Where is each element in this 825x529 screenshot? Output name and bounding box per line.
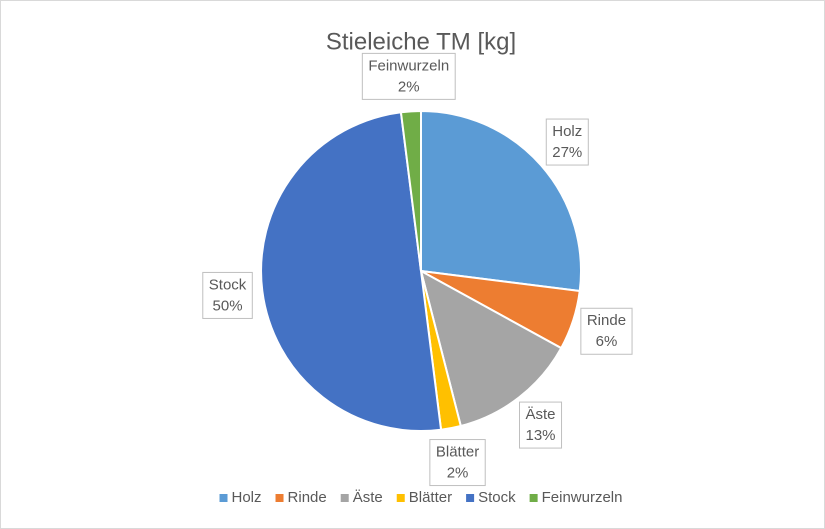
- label-category: Blätter: [436, 444, 479, 461]
- label-category: Stock: [209, 276, 247, 293]
- chart-title: Stieleiche TM [kg]: [326, 28, 516, 55]
- data-label: Holz 27%: [545, 118, 589, 166]
- legend-swatch: [219, 494, 228, 502]
- label-box: [545, 118, 589, 166]
- legend-label: Blätter: [409, 489, 452, 506]
- label-category: Rinde: [587, 312, 626, 329]
- label-value: 2%: [398, 78, 420, 95]
- legend: Holz Rinde Äste Blätter Stock Feinwurzeln: [219, 489, 623, 506]
- data-label: Blätter 2%: [429, 439, 486, 487]
- data-label: Äste 13%: [519, 401, 563, 449]
- legend-swatch: [340, 494, 349, 502]
- data-labels: Holz 27% Rinde 6% Äste 13% Blätter 2% Stock 50% Fe…: [202, 52, 633, 487]
- label-box: [429, 439, 486, 487]
- pie-slice: [260, 111, 443, 432]
- legend-label: Äste: [353, 489, 383, 506]
- label-value: 6%: [596, 333, 618, 350]
- label-box: [519, 401, 563, 449]
- label-value: 13%: [526, 427, 556, 444]
- pie-slice: [419, 269, 563, 428]
- label-value: 50%: [213, 297, 243, 314]
- legend-label: Feinwurzeln: [542, 489, 623, 506]
- data-label: Stock 50%: [202, 271, 253, 319]
- label-value: 2%: [447, 465, 469, 482]
- label-value: 27%: [552, 144, 582, 161]
- legend-label: Holz: [232, 489, 262, 506]
- label-box: [202, 271, 253, 319]
- label-box: [361, 52, 456, 100]
- data-label: Feinwurzeln 2%: [361, 52, 456, 100]
- label-category: Holz: [552, 123, 582, 140]
- label-box: [580, 307, 633, 355]
- legend-label: Stock: [478, 489, 516, 506]
- label-category: Äste: [526, 406, 556, 423]
- legend-swatch: [396, 494, 405, 502]
- label-category: Feinwurzeln: [368, 57, 449, 74]
- pie-slice: [399, 109, 422, 272]
- legend-label: Rinde: [288, 489, 327, 506]
- legend-swatch: [529, 494, 538, 502]
- pie-slice: [420, 109, 582, 293]
- legend-swatch: [275, 494, 284, 502]
- data-label: Rinde 6%: [580, 307, 633, 355]
- legend-swatch: [466, 494, 475, 502]
